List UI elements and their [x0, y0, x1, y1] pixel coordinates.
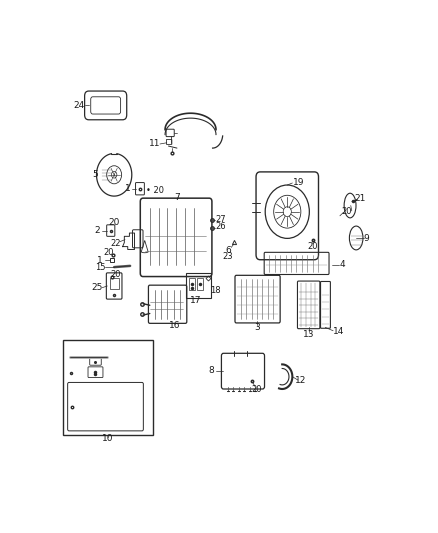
Text: 20: 20	[110, 270, 120, 279]
Text: 1: 1	[125, 184, 131, 193]
Text: 7: 7	[174, 193, 180, 202]
Bar	[110, 278, 119, 289]
Text: 9: 9	[364, 235, 369, 243]
Text: 20: 20	[109, 218, 120, 227]
Text: 11: 11	[149, 139, 161, 148]
Text: 13: 13	[303, 329, 314, 338]
Text: 2: 2	[95, 226, 100, 235]
Text: 6: 6	[225, 246, 231, 255]
Text: 1: 1	[97, 256, 103, 265]
Text: 16: 16	[169, 321, 180, 330]
Text: 8: 8	[208, 367, 215, 375]
Text: 14: 14	[333, 327, 344, 336]
Text: 20: 20	[307, 241, 318, 251]
Bar	[63, 340, 153, 434]
Text: 15: 15	[95, 263, 106, 272]
Text: 3: 3	[254, 323, 260, 332]
Text: 22: 22	[110, 239, 120, 248]
Text: 19: 19	[293, 177, 304, 187]
Text: 18: 18	[210, 286, 220, 295]
Text: 20: 20	[104, 248, 114, 257]
Text: 4: 4	[340, 260, 346, 269]
Text: 20: 20	[342, 207, 352, 216]
Text: 27: 27	[215, 215, 226, 224]
Text: 20: 20	[251, 385, 262, 394]
Text: 5: 5	[92, 170, 99, 179]
Text: 25: 25	[92, 283, 103, 292]
Text: 12: 12	[295, 376, 306, 385]
Bar	[189, 278, 194, 290]
Text: 17: 17	[190, 296, 202, 305]
Text: 23: 23	[223, 252, 233, 261]
Bar	[197, 278, 203, 290]
Text: 21: 21	[355, 194, 366, 203]
Text: 26: 26	[215, 222, 226, 231]
Text: • 20: • 20	[146, 186, 164, 195]
Text: 10: 10	[102, 434, 114, 443]
Text: 24: 24	[74, 101, 85, 110]
Bar	[187, 273, 211, 298]
